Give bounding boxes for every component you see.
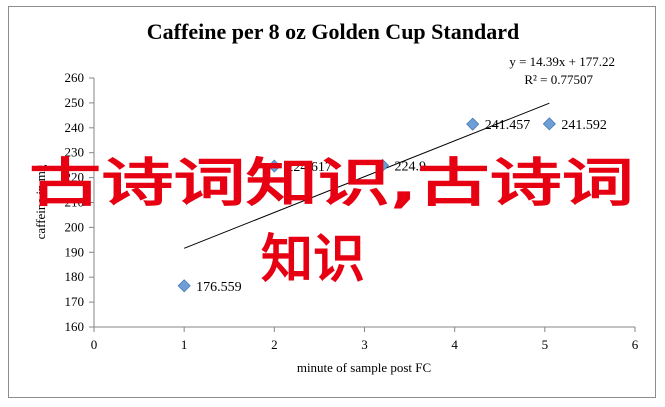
y-tick-label: 180 (65, 269, 85, 284)
data-point-label: 241.592 (561, 118, 607, 133)
data-point-label: 224.9 (395, 159, 427, 174)
trendline-equation: y = 14.39x + 177.22 (509, 54, 615, 69)
data-point-marker (375, 158, 390, 172)
watermark-line-1: 古诗词知识,古诗词 (29, 154, 634, 214)
data-point-label: 241.457 (485, 118, 531, 133)
x-tick-label: 0 (91, 337, 98, 352)
data-point-label: 176.559 (196, 280, 242, 295)
data-point-marker (177, 279, 191, 293)
data-points: 176.559 224.617 224.9 241.457 241.592 (177, 117, 607, 295)
data-point-label: 224.617 (286, 160, 332, 175)
chart-title: Caffeine per 8 oz Golden Cup Standard (147, 19, 519, 44)
y-tick-label: 260 (65, 70, 85, 85)
y-tick-label: 200 (65, 219, 85, 234)
x-tick-label: 6 (632, 337, 639, 352)
trendline (183, 102, 550, 249)
watermark-line-2: 知识 (261, 230, 365, 290)
y-tick-label: 160 (65, 319, 85, 334)
y-axis-ticks: 160 170 180 190 200 210 220 230 240 250 260 (65, 70, 94, 334)
y-tick-label: 220 (65, 170, 85, 185)
x-axis-title: minute of sample post FC (297, 360, 431, 375)
y-tick-label: 190 (65, 244, 85, 259)
data-point-marker (267, 159, 281, 173)
y-tick-label: 250 (65, 95, 85, 110)
trendline-r-squared: R² = 0.77507 (524, 72, 593, 87)
y-tick-label: 210 (65, 195, 85, 210)
y-axis-title: caffeine in mg (33, 164, 48, 239)
chart-frame: Caffeine per 8 oz Golden Cup Standard 16… (8, 6, 656, 398)
data-point-marker (466, 117, 480, 131)
y-tick-label: 240 (65, 120, 85, 135)
x-tick-label: 4 (451, 337, 458, 352)
x-tick-label: 5 (542, 337, 549, 352)
x-tick-label: 1 (181, 337, 188, 352)
y-tick-label: 230 (65, 145, 85, 160)
y-tick-label: 170 (65, 294, 85, 309)
x-axis-ticks: 0 1 2 3 4 5 6 (91, 327, 639, 352)
x-tick-label: 2 (271, 337, 278, 352)
x-tick-label: 3 (361, 337, 368, 352)
scatter-chart: Caffeine per 8 oz Golden Cup Standard 16… (29, 19, 639, 375)
data-point-marker (542, 117, 556, 131)
